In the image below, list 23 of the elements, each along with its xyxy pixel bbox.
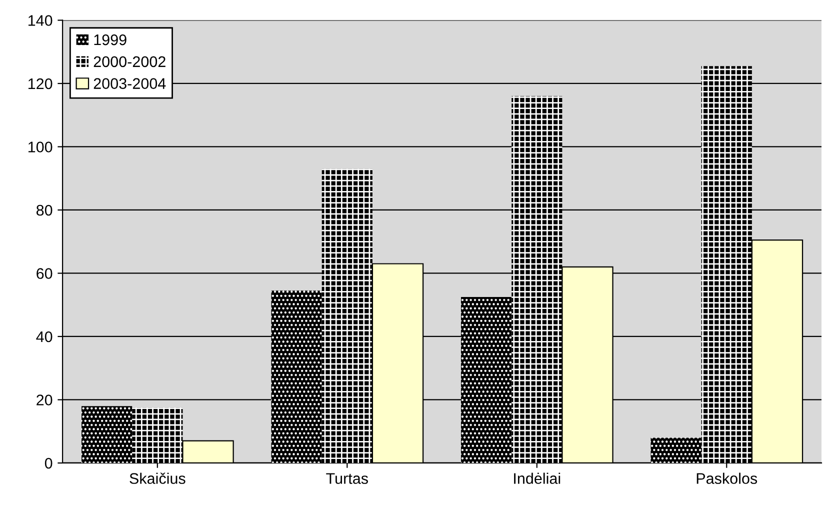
x-tick-label: Indėliai	[514, 472, 560, 484]
y-tick-label: 100	[28, 142, 52, 152]
y-tick-label: 40	[36, 331, 52, 342]
bar	[322, 168, 372, 463]
bar	[132, 408, 183, 463]
bar	[271, 290, 322, 463]
y-tick-label: 60	[36, 268, 52, 279]
bar	[701, 66, 752, 463]
x-tick-label: Paskolos	[696, 472, 758, 484]
legend-label: 1999	[94, 34, 126, 46]
x-tick-label: Turtas	[326, 473, 368, 484]
y-tick-label: 20	[36, 394, 52, 406]
x-tick-label: Skaičius	[130, 472, 186, 484]
legend-label: 2003-2004	[94, 78, 166, 89]
legend-label: 2000-2002	[94, 56, 166, 68]
bar	[650, 438, 702, 463]
bar	[460, 296, 512, 463]
y-tick-label: 80	[36, 204, 52, 216]
bar	[82, 406, 132, 463]
y-tick-label: 120	[28, 78, 52, 90]
y-tick-label: 140	[28, 15, 52, 26]
y-tick-label: 0	[44, 458, 52, 469]
bar	[512, 96, 562, 463]
